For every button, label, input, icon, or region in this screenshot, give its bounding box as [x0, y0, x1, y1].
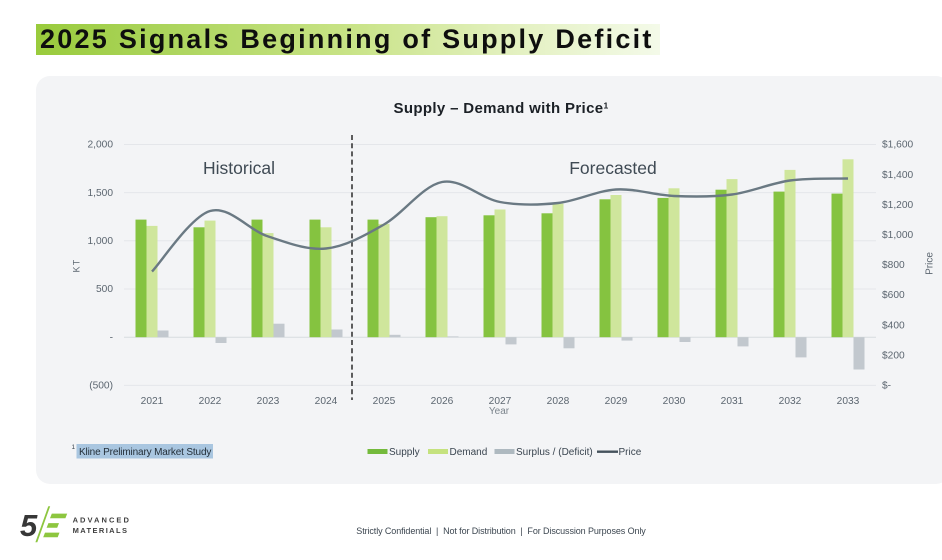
svg-text:2026: 2026 — [431, 396, 454, 407]
svg-text:$1,200: $1,200 — [882, 200, 913, 211]
svg-text:(500): (500) — [89, 381, 113, 392]
svg-text:Demand: Demand — [450, 447, 488, 458]
svg-text:Supply – Demand with Price1: Supply – Demand with Price1 — [393, 100, 608, 117]
svg-text:Forecasted: Forecasted — [569, 158, 657, 178]
svg-text:1,500: 1,500 — [88, 188, 114, 199]
svg-text:2031: 2031 — [721, 396, 744, 407]
svg-text:MATERIALS: MATERIALS — [73, 526, 129, 535]
svg-text:Price: Price — [619, 447, 642, 458]
svg-text:Historical: Historical — [203, 158, 275, 178]
svg-text:2023: 2023 — [257, 396, 280, 407]
svg-text:1,000: 1,000 — [88, 236, 114, 247]
svg-text:$1,600: $1,600 — [882, 140, 913, 151]
svg-text:2028: 2028 — [547, 396, 570, 407]
svg-text:2025: 2025 — [373, 396, 396, 407]
svg-text:$1,400: $1,400 — [882, 170, 913, 181]
svg-text:KT: KT — [72, 259, 82, 273]
svg-text:2022: 2022 — [199, 396, 222, 407]
svg-text:Year: Year — [489, 406, 510, 417]
svg-text:-: - — [110, 332, 113, 343]
svg-text:5: 5 — [20, 508, 38, 543]
svg-text:Kline Preliminary Market Study: Kline Preliminary Market Study — [79, 447, 211, 458]
svg-text:$1,000: $1,000 — [882, 230, 913, 241]
svg-text:2030: 2030 — [663, 396, 686, 407]
svg-text:2029: 2029 — [605, 396, 628, 407]
svg-text:2,000: 2,000 — [88, 140, 114, 151]
svg-text:Surplus / (Deficit): Surplus / (Deficit) — [516, 447, 593, 458]
svg-text:$400: $400 — [882, 320, 905, 331]
svg-text:Price: Price — [925, 252, 936, 275]
svg-text:$600: $600 — [882, 290, 905, 301]
svg-text:2033: 2033 — [837, 396, 860, 407]
svg-text:500: 500 — [96, 284, 113, 295]
svg-text:1: 1 — [72, 444, 76, 451]
svg-text:Supply: Supply — [389, 447, 420, 458]
svg-text:$800: $800 — [882, 260, 905, 271]
svg-text:2027: 2027 — [489, 396, 512, 407]
svg-text:$-: $- — [882, 381, 891, 392]
svg-text:ADVANCED: ADVANCED — [73, 515, 131, 524]
svg-text:2024: 2024 — [315, 396, 338, 407]
svg-text:2021: 2021 — [141, 396, 164, 407]
svg-text:2032: 2032 — [779, 396, 802, 407]
svg-text:$200: $200 — [882, 350, 905, 361]
